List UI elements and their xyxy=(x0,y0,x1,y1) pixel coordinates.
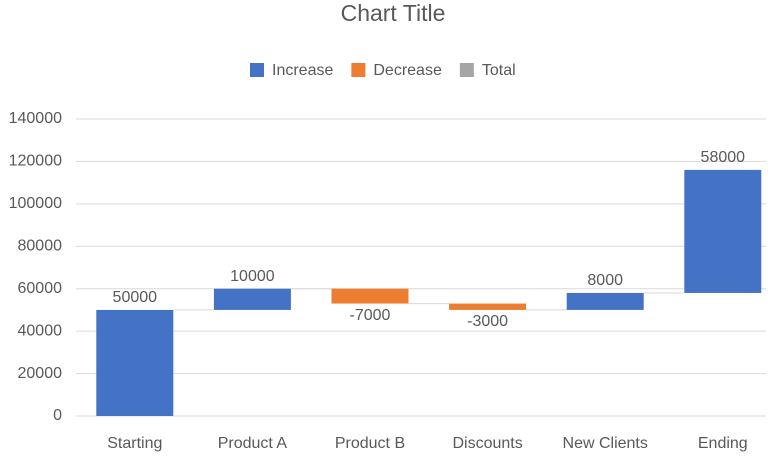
x-tick-label: New Clients xyxy=(563,435,648,452)
y-tick-label: 140000 xyxy=(9,110,62,127)
legend-swatch xyxy=(459,63,474,77)
data-label: 58000 xyxy=(701,149,746,166)
bar xyxy=(331,288,409,304)
bar xyxy=(449,303,527,310)
x-tick-label: Product A xyxy=(218,435,288,452)
x-tick-label: Discounts xyxy=(452,435,522,452)
data-label: 8000 xyxy=(587,272,623,289)
data-label: -7000 xyxy=(350,307,391,324)
legend-swatch xyxy=(250,63,264,77)
bar xyxy=(566,292,644,310)
y-tick-label: 120000 xyxy=(9,153,62,170)
x-tick-label: Ending xyxy=(698,435,748,452)
legend-label: Total xyxy=(482,62,516,79)
y-tick-label: 0 xyxy=(53,407,62,424)
bar xyxy=(96,309,174,416)
data-label: -3000 xyxy=(467,313,508,330)
y-tick-label: 40000 xyxy=(18,322,63,339)
y-tick-label: 100000 xyxy=(9,195,62,212)
y-tick-label: 20000 xyxy=(18,365,63,382)
x-tick-label: Starting xyxy=(107,435,162,452)
x-tick-label: Product B xyxy=(335,435,405,452)
legend-swatch xyxy=(351,63,366,77)
data-label: 10000 xyxy=(230,268,275,285)
bar xyxy=(213,288,291,310)
y-tick-label: 80000 xyxy=(18,238,63,255)
legend-label: Increase xyxy=(272,62,333,79)
data-label: 50000 xyxy=(113,289,158,306)
y-tick-label: 60000 xyxy=(18,280,63,297)
chart-title: Chart Title xyxy=(341,0,446,26)
legend-label: Decrease xyxy=(373,62,442,79)
bar xyxy=(684,169,762,293)
